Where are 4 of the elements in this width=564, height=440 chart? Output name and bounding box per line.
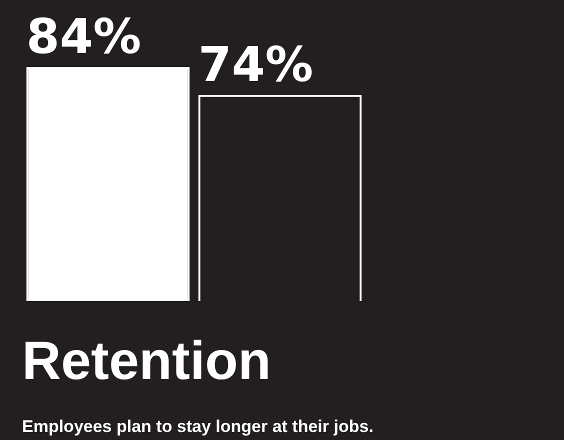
- text: Employees plan to stay longer at their jobs.: [22, 416, 374, 438]
- text: Retention: [22, 330, 271, 392]
- data-label: 74%: [198, 36, 314, 93]
- data-label: 84%: [26, 9, 142, 65]
